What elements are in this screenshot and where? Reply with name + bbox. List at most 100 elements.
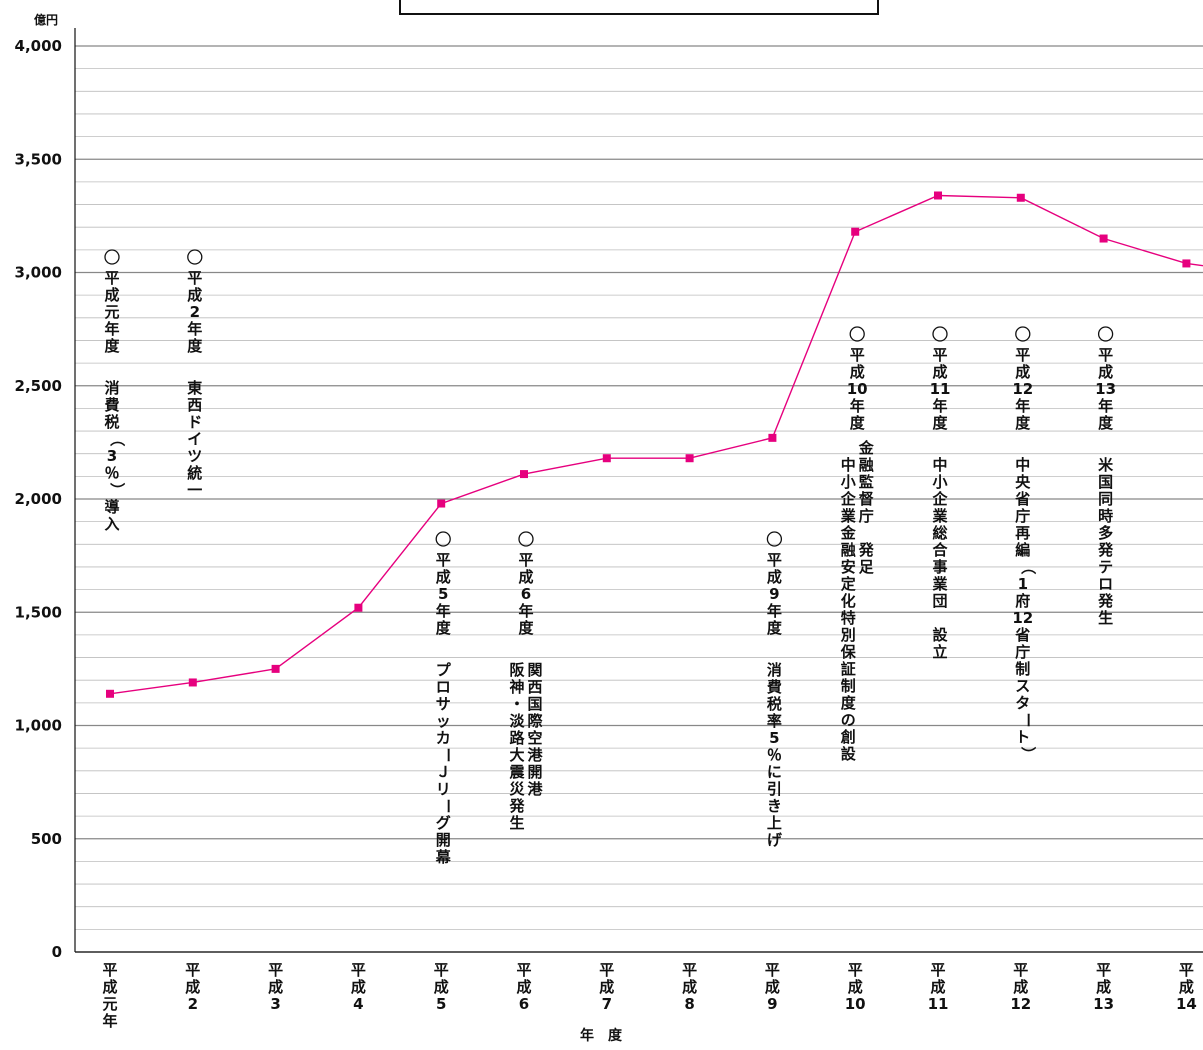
- svg-text:企: 企: [840, 490, 857, 508]
- svg-text:9: 9: [767, 995, 777, 1013]
- svg-text:消: 消: [767, 661, 782, 679]
- svg-text:発: 発: [1097, 592, 1114, 610]
- svg-text:生: 生: [509, 814, 524, 832]
- svg-text:中: 中: [1015, 456, 1030, 474]
- svg-text:導: 導: [104, 498, 119, 516]
- svg-text:ロ: ロ: [436, 678, 451, 696]
- svg-text:開: 開: [527, 763, 542, 781]
- svg-text:設: 設: [841, 745, 857, 763]
- svg-text:ー: ー: [1019, 712, 1037, 727]
- grid-lines: [74, 28, 1203, 953]
- y-axis-unit-label: 億円: [34, 12, 58, 27]
- svg-text:度: 度: [767, 619, 783, 637]
- svg-text:リ: リ: [436, 780, 451, 798]
- svg-text:3: 3: [107, 447, 117, 465]
- svg-text:平: 平: [104, 269, 119, 287]
- svg-text:平: 平: [268, 961, 283, 979]
- x-category-label: 平成4: [351, 961, 366, 1013]
- svg-text:年: 年: [104, 320, 119, 338]
- svg-text:）: ）: [108, 482, 126, 497]
- svg-text:成: 成: [516, 978, 531, 996]
- svg-text:％: ％: [104, 464, 119, 482]
- svg-text:ト: ト: [1015, 728, 1030, 746]
- svg-text:成: 成: [930, 978, 945, 996]
- svg-text:イ: イ: [187, 430, 202, 448]
- x-category-label: 平成7: [599, 961, 614, 1013]
- svg-text:7: 7: [602, 995, 612, 1013]
- svg-text:6: 6: [521, 585, 531, 603]
- svg-text:成: 成: [434, 978, 449, 996]
- svg-text:ス: ス: [1015, 677, 1030, 695]
- svg-text:10: 10: [845, 995, 866, 1013]
- y-tick-label: 2,500: [15, 377, 62, 395]
- svg-text:3: 3: [270, 995, 280, 1013]
- svg-text:国: 国: [527, 695, 542, 713]
- svg-text:13: 13: [1093, 995, 1114, 1013]
- svg-text:融: 融: [859, 456, 874, 474]
- data-point: [602, 454, 611, 463]
- svg-text:央: 央: [1015, 473, 1031, 491]
- svg-text:平: 平: [599, 961, 614, 979]
- svg-text:団: 団: [932, 592, 947, 610]
- svg-text:成: 成: [1013, 978, 1028, 996]
- svg-text:平: 平: [1015, 346, 1030, 364]
- annotation-circle-icon: [187, 249, 203, 265]
- svg-text:発: 発: [508, 797, 525, 815]
- svg-text:度: 度: [932, 414, 948, 432]
- svg-text:中: 中: [841, 456, 856, 474]
- svg-text:度: 度: [104, 337, 120, 355]
- svg-text:庁: 庁: [1014, 507, 1030, 525]
- svg-text:グ: グ: [436, 814, 451, 832]
- svg-text:に: に: [767, 763, 782, 781]
- svg-text:成: 成: [436, 568, 451, 586]
- svg-text:際: 際: [527, 712, 543, 730]
- svg-text:小: 小: [932, 473, 947, 491]
- svg-text:保: 保: [840, 643, 857, 661]
- annotation-circle-icon: [932, 326, 948, 342]
- svg-text:6: 6: [519, 995, 529, 1013]
- y-tick-label: 3,000: [15, 264, 62, 282]
- svg-text:ロ: ロ: [1098, 575, 1113, 593]
- svg-text:発: 発: [858, 541, 875, 559]
- svg-text:証: 証: [841, 660, 856, 678]
- series-line-path: [109, 194, 1203, 695]
- svg-text:省: 省: [1014, 626, 1030, 644]
- svg-text:4: 4: [353, 995, 363, 1013]
- svg-text:成: 成: [765, 978, 780, 996]
- svg-text:港: 港: [527, 746, 543, 764]
- svg-text:9: 9: [769, 585, 779, 603]
- data-point: [1182, 259, 1191, 268]
- svg-text:設: 設: [932, 626, 948, 644]
- svg-text:別: 別: [840, 626, 856, 644]
- svg-text:総: 総: [932, 524, 947, 542]
- svg-text:阪: 阪: [509, 661, 525, 679]
- data-point: [1099, 234, 1108, 243]
- svg-text:・: ・: [509, 695, 524, 713]
- svg-text:ッ: ッ: [436, 712, 451, 730]
- svg-text:平: 平: [436, 551, 451, 569]
- y-tick-label: 1,500: [15, 603, 62, 621]
- svg-text:成: 成: [187, 286, 202, 304]
- svg-text:5: 5: [436, 995, 446, 1013]
- annotation-circle-icon: [104, 249, 120, 265]
- svg-text:立: 立: [932, 643, 947, 661]
- svg-text:平: 平: [767, 551, 782, 569]
- svg-text:成: 成: [1096, 978, 1111, 996]
- svg-text:足: 足: [859, 558, 875, 576]
- data-point: [354, 603, 363, 612]
- svg-text:税: 税: [767, 695, 782, 713]
- data-point: [437, 499, 446, 508]
- svg-text:年: 年: [932, 397, 947, 415]
- svg-text:プ: プ: [436, 661, 452, 679]
